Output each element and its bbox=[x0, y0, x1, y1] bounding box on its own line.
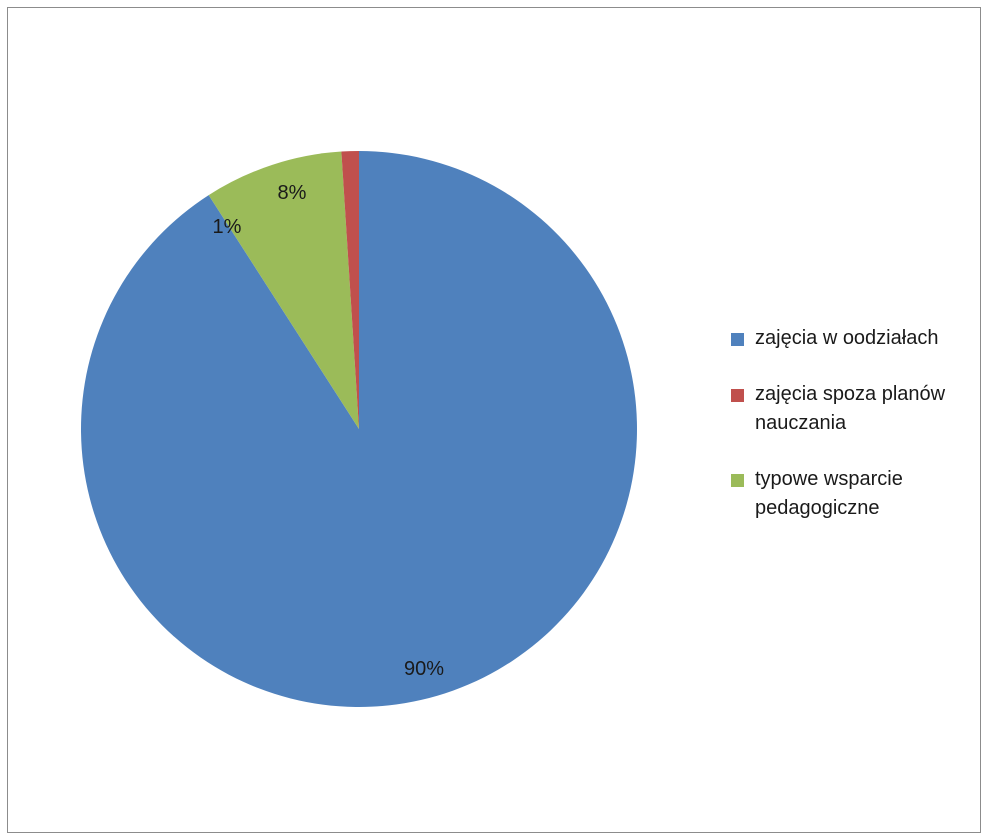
legend-swatch bbox=[731, 389, 744, 402]
legend-item-zajecia-spoza-planow: zajęcia spoza planów nauczania bbox=[730, 380, 989, 438]
legend-label-line-2: nauczania bbox=[755, 412, 847, 434]
legend-label: zajęcia w oodziałach bbox=[755, 327, 939, 349]
legend-label-line-2: pedagogiczne bbox=[755, 497, 880, 519]
chart-area: 90% 8% 1% zajęcia w oodziałach zajęcia spo… bbox=[7, 7, 981, 833]
legend-label-line-1: typowe wsparcie bbox=[755, 468, 903, 490]
pie-slice-2 bbox=[341, 151, 359, 429]
legend-label-line-1: zajęcia spoza planów bbox=[755, 383, 946, 405]
data-label-1: 8% bbox=[278, 182, 307, 204]
data-label-2: 1% bbox=[213, 216, 242, 238]
pie-chart: 90% 8% 1% bbox=[80, 151, 637, 707]
legend-item-typowe-wsparcie: typowe wsparcie pedagogiczne bbox=[730, 465, 989, 523]
legend-swatch bbox=[731, 474, 744, 487]
legend: zajęcia w oodziałach zajęcia spoza planó… bbox=[730, 324, 989, 550]
pie-slice-1 bbox=[208, 151, 359, 430]
legend-item-zajecia-w-oodzialach: zajęcia w oodziałach bbox=[730, 324, 989, 353]
data-label-0: 90% bbox=[404, 658, 444, 680]
legend-swatch bbox=[731, 333, 744, 346]
pie-slice-0 bbox=[80, 151, 637, 707]
